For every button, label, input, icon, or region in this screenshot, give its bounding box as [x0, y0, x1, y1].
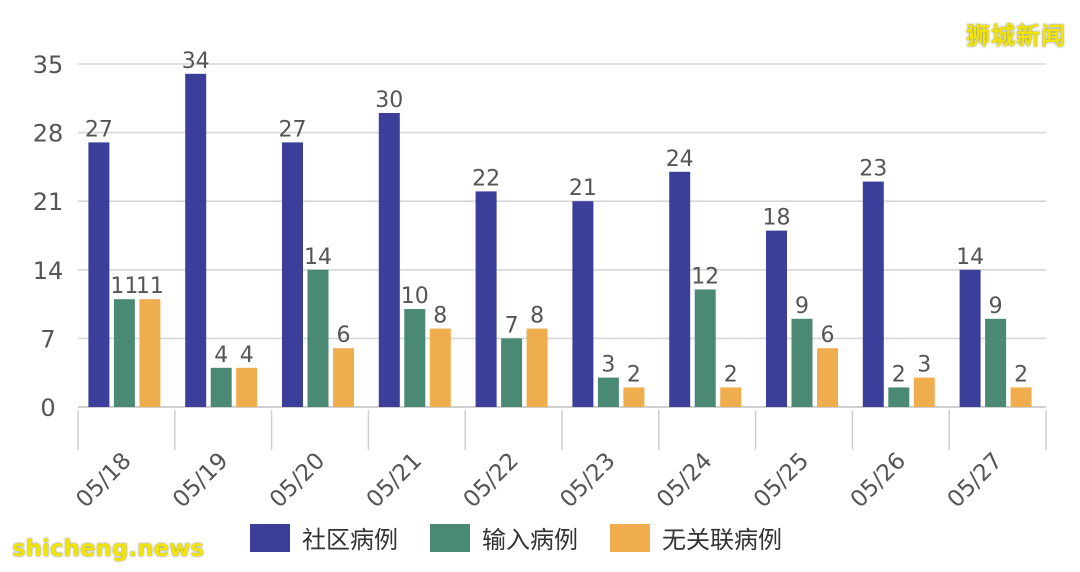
bar — [694, 289, 716, 407]
bar — [404, 309, 426, 407]
bar — [862, 181, 884, 407]
y-tick-label: 21 — [33, 188, 64, 216]
x-tick-label: 05/27 — [943, 448, 1008, 513]
bar — [913, 377, 935, 407]
bar — [113, 299, 135, 407]
data-label: 2 — [892, 362, 906, 387]
bar — [766, 230, 787, 407]
data-label: 2 — [724, 362, 738, 387]
legend-label-unlinked: 无关联病例 — [662, 526, 782, 554]
bar — [88, 142, 110, 407]
data-label: 30 — [375, 88, 403, 113]
data-label: 21 — [569, 176, 597, 201]
y-tick-label: 14 — [33, 257, 64, 285]
legend-label-community: 社区病例 — [302, 526, 398, 554]
data-label: 34 — [182, 49, 210, 74]
y-tick-label: 35 — [33, 51, 64, 79]
legend-item-imported: 输入病例 — [430, 520, 578, 555]
bar — [210, 367, 232, 407]
x-tick-label: 05/20 — [265, 448, 330, 513]
data-label: 9 — [989, 294, 1003, 319]
bar — [669, 171, 691, 407]
bar — [597, 377, 619, 407]
data-label: 8 — [530, 304, 544, 329]
legend-swatch-community — [250, 523, 290, 552]
data-label: 24 — [666, 147, 694, 172]
bar — [572, 201, 594, 407]
data-label: 3 — [601, 353, 615, 378]
x-axis: 05/18 05/19 05/20 05/21 05/22 05/23 05/24 05/25… — [71, 410, 1047, 513]
y-tick-label: 28 — [33, 120, 64, 148]
x-tick-label: 05/25 — [749, 448, 814, 513]
legend-item-unlinked: 无关联病例 — [610, 520, 782, 555]
data-label: 4 — [240, 343, 254, 368]
bar — [959, 269, 981, 407]
brand-watermark-bottom: shicheng.news — [12, 536, 205, 562]
data-label: 2 — [627, 362, 641, 387]
bar — [1010, 387, 1032, 407]
bar — [378, 113, 400, 407]
gridlines — [78, 63, 1046, 408]
data-label: 6 — [337, 323, 351, 348]
bar — [526, 328, 548, 407]
data-label: 9 — [795, 294, 809, 319]
bar — [282, 142, 303, 407]
x-tick-label: 05/26 — [846, 448, 911, 513]
data-label: 11 — [136, 274, 164, 299]
data-label: 14 — [956, 245, 984, 270]
data-label: 12 — [691, 264, 719, 289]
x-tick-label: 05/21 — [362, 448, 427, 513]
y-tick-label: 0 — [40, 394, 55, 422]
x-tick-label: 05/19 — [168, 448, 233, 513]
data-label: 18 — [763, 206, 791, 231]
bar — [817, 348, 838, 407]
x-tick-label: 05/22 — [459, 448, 524, 513]
bars — [88, 73, 1032, 408]
y-tick-label: 7 — [40, 325, 55, 353]
data-label: 27 — [85, 117, 113, 142]
x-tick-label: 05/24 — [652, 448, 717, 513]
bar — [475, 191, 497, 407]
y-axis-ticks: 0 7 14 21 28 35 — [33, 51, 64, 422]
data-label: 2 — [1014, 362, 1028, 387]
brand-watermark-top: 狮城新闻 — [966, 22, 1066, 50]
bar — [333, 348, 354, 407]
data-label: 10 — [401, 284, 429, 309]
bar — [307, 269, 329, 407]
legend-item-community: 社区病例 — [250, 520, 398, 555]
x-tick-label: 05/18 — [71, 448, 136, 513]
bar — [501, 338, 523, 407]
data-label: 6 — [821, 323, 835, 348]
data-label: 7 — [505, 313, 519, 338]
data-label: 3 — [917, 353, 931, 378]
bar — [185, 73, 207, 408]
bar — [236, 367, 258, 407]
bar — [888, 387, 910, 407]
legend-swatch-unlinked — [610, 523, 650, 552]
x-tick-label: 05/23 — [555, 448, 620, 513]
data-label: 23 — [859, 157, 887, 182]
data-label: 4 — [214, 343, 228, 368]
bar — [720, 387, 742, 407]
data-label: 27 — [279, 117, 307, 142]
legend-label-imported: 输入病例 — [482, 526, 578, 554]
bar — [985, 318, 1007, 407]
legend-swatch-imported — [430, 523, 470, 552]
data-label: 8 — [433, 304, 447, 329]
data-label: 22 — [472, 166, 500, 191]
bar — [791, 318, 813, 407]
data-label: 11 — [110, 274, 138, 299]
bar — [623, 387, 645, 407]
data-label: 14 — [304, 245, 332, 270]
bar — [139, 299, 161, 407]
bar — [429, 328, 451, 407]
legend: 社区病例 输入病例 无关联病例 — [250, 520, 814, 555]
